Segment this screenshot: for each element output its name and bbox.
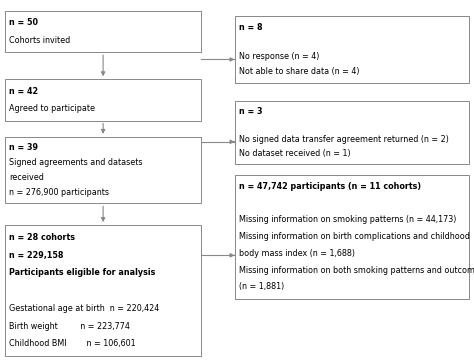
Text: n = 50: n = 50 bbox=[9, 18, 38, 27]
FancyBboxPatch shape bbox=[235, 175, 469, 299]
Text: No signed data transfer agreement returned (n = 2): No signed data transfer agreement return… bbox=[239, 135, 449, 144]
Text: n = 8: n = 8 bbox=[239, 23, 263, 32]
Text: received: received bbox=[9, 173, 45, 182]
Text: n = 229,158: n = 229,158 bbox=[9, 251, 64, 260]
FancyBboxPatch shape bbox=[5, 79, 201, 121]
Text: Missing information on smoking patterns (n = 44,173): Missing information on smoking patterns … bbox=[239, 216, 457, 225]
FancyBboxPatch shape bbox=[5, 11, 201, 52]
Text: n = 276,900 participants: n = 276,900 participants bbox=[9, 188, 109, 197]
Text: n = 39: n = 39 bbox=[9, 143, 38, 152]
Text: Agreed to participate: Agreed to participate bbox=[9, 104, 95, 113]
Text: Gestational age at birth  n = 220,424: Gestational age at birth n = 220,424 bbox=[9, 304, 160, 313]
Text: Birth weight         n = 223,774: Birth weight n = 223,774 bbox=[9, 322, 130, 331]
Text: n = 28 cohorts: n = 28 cohorts bbox=[9, 233, 75, 242]
Text: Participants eligible for analysis: Participants eligible for analysis bbox=[9, 269, 156, 278]
FancyBboxPatch shape bbox=[235, 101, 469, 164]
Text: Signed agreements and datasets: Signed agreements and datasets bbox=[9, 158, 143, 167]
Text: Childhood BMI        n = 106,601: Childhood BMI n = 106,601 bbox=[9, 339, 136, 348]
FancyBboxPatch shape bbox=[5, 137, 201, 203]
Text: Missing information on birth complications and childhood: Missing information on birth complicatio… bbox=[239, 232, 470, 241]
Text: No dataset received (n = 1): No dataset received (n = 1) bbox=[239, 149, 351, 158]
Text: body mass index (n = 1,688): body mass index (n = 1,688) bbox=[239, 249, 356, 258]
Text: Not able to share data (n = 4): Not able to share data (n = 4) bbox=[239, 67, 360, 76]
Text: n = 42: n = 42 bbox=[9, 87, 38, 96]
Text: (n = 1,881): (n = 1,881) bbox=[239, 282, 284, 291]
Text: n = 47,742 participants (n = 11 cohorts): n = 47,742 participants (n = 11 cohorts) bbox=[239, 182, 421, 191]
Text: Cohorts invited: Cohorts invited bbox=[9, 36, 71, 45]
Text: No response (n = 4): No response (n = 4) bbox=[239, 53, 320, 62]
Text: Missing information on both smoking patterns and outcomes: Missing information on both smoking patt… bbox=[239, 266, 474, 275]
FancyBboxPatch shape bbox=[235, 16, 469, 83]
Text: n = 3: n = 3 bbox=[239, 107, 263, 116]
FancyBboxPatch shape bbox=[5, 225, 201, 356]
